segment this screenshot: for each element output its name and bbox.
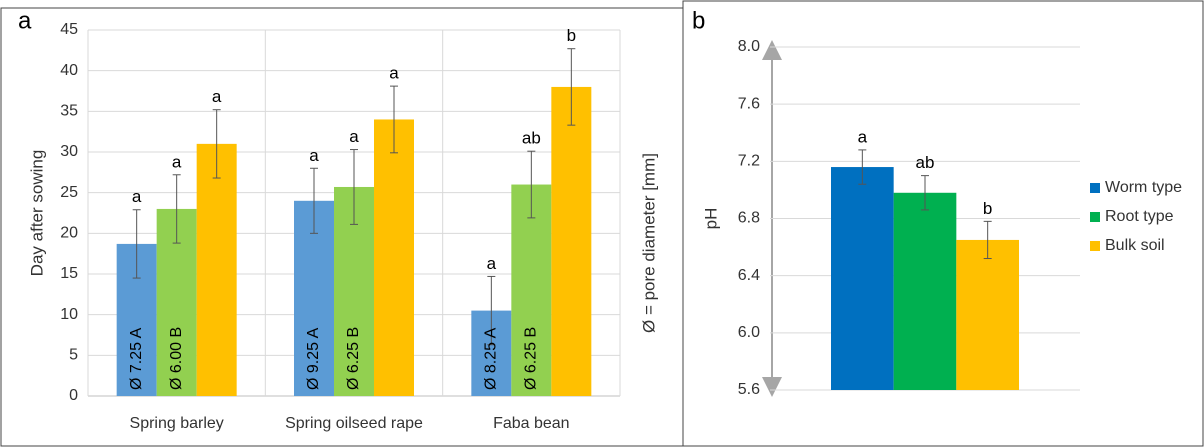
legend-swatch bbox=[1090, 212, 1100, 222]
y-tick-label: 0 bbox=[69, 387, 78, 404]
x-tick-label: Faba bean bbox=[493, 415, 570, 432]
y-axis-label: pH bbox=[701, 208, 720, 230]
bar bbox=[511, 184, 552, 396]
y-tick-label: 6.8 bbox=[738, 210, 760, 227]
y-tick-label: 8.0 bbox=[738, 38, 760, 55]
bar bbox=[831, 167, 894, 390]
bar bbox=[893, 192, 957, 390]
legend-label: Worm type bbox=[1105, 179, 1182, 196]
panel-label: b bbox=[692, 7, 705, 34]
legend-label: Bulk soil bbox=[1105, 237, 1165, 254]
side-note: Ø = pore diameter [mm] bbox=[639, 153, 658, 333]
bar bbox=[196, 143, 237, 396]
y-tick-label: 20 bbox=[60, 225, 78, 242]
bar-label: Ø 8.25 A bbox=[483, 327, 500, 390]
bar-label: Ø 6.00 B bbox=[168, 327, 185, 390]
bar-label: Ø 9.25 A bbox=[305, 327, 322, 390]
significance-letter: ab bbox=[522, 129, 541, 148]
significance-letter: ab bbox=[916, 153, 935, 172]
panel-label: a bbox=[18, 7, 32, 34]
significance-letter: b bbox=[567, 26, 576, 45]
y-axis-label: Day after sowing bbox=[27, 150, 46, 277]
legend-swatch bbox=[1090, 183, 1100, 193]
significance-letter: a bbox=[349, 127, 359, 146]
y-tick-label: 6.4 bbox=[738, 267, 760, 284]
significance-letter: a bbox=[389, 64, 399, 83]
y-tick-label: 6.0 bbox=[738, 324, 760, 341]
y-tick-label: 5 bbox=[69, 347, 78, 364]
significance-letter: a bbox=[132, 187, 142, 206]
y-tick-label: 7.2 bbox=[738, 153, 760, 170]
bar bbox=[551, 86, 592, 396]
y-tick-label: 7.6 bbox=[738, 95, 760, 112]
significance-letter: a bbox=[172, 152, 182, 171]
y-tick-label: 30 bbox=[60, 143, 78, 160]
bar-label: Ø 6.25 B bbox=[345, 327, 362, 390]
bar-label: Ø 7.25 A bbox=[128, 327, 145, 390]
significance-letter: a bbox=[212, 87, 222, 106]
bar-label: Ø 6.25 B bbox=[523, 327, 540, 390]
significance-letter: a bbox=[858, 127, 868, 146]
bar bbox=[374, 119, 414, 396]
significance-letter: a bbox=[487, 254, 497, 273]
y-tick-label: 40 bbox=[60, 62, 78, 79]
y-tick-label: 45 bbox=[60, 21, 78, 38]
legend-swatch bbox=[1090, 241, 1100, 251]
legend-label: Root type bbox=[1105, 208, 1174, 225]
x-tick-label: Spring oilseed rape bbox=[285, 415, 423, 432]
panel-frame bbox=[682, 0, 1204, 447]
y-tick-label: 25 bbox=[60, 184, 78, 201]
significance-letter: b bbox=[983, 199, 992, 218]
y-tick-label: 35 bbox=[60, 103, 78, 120]
bar bbox=[956, 239, 1019, 390]
significance-letter: a bbox=[309, 146, 319, 165]
x-tick-label: Spring barley bbox=[130, 415, 224, 432]
y-tick-label: 10 bbox=[60, 306, 78, 323]
y-tick-label: 5.6 bbox=[738, 381, 760, 398]
y-tick-label: 15 bbox=[60, 265, 78, 282]
